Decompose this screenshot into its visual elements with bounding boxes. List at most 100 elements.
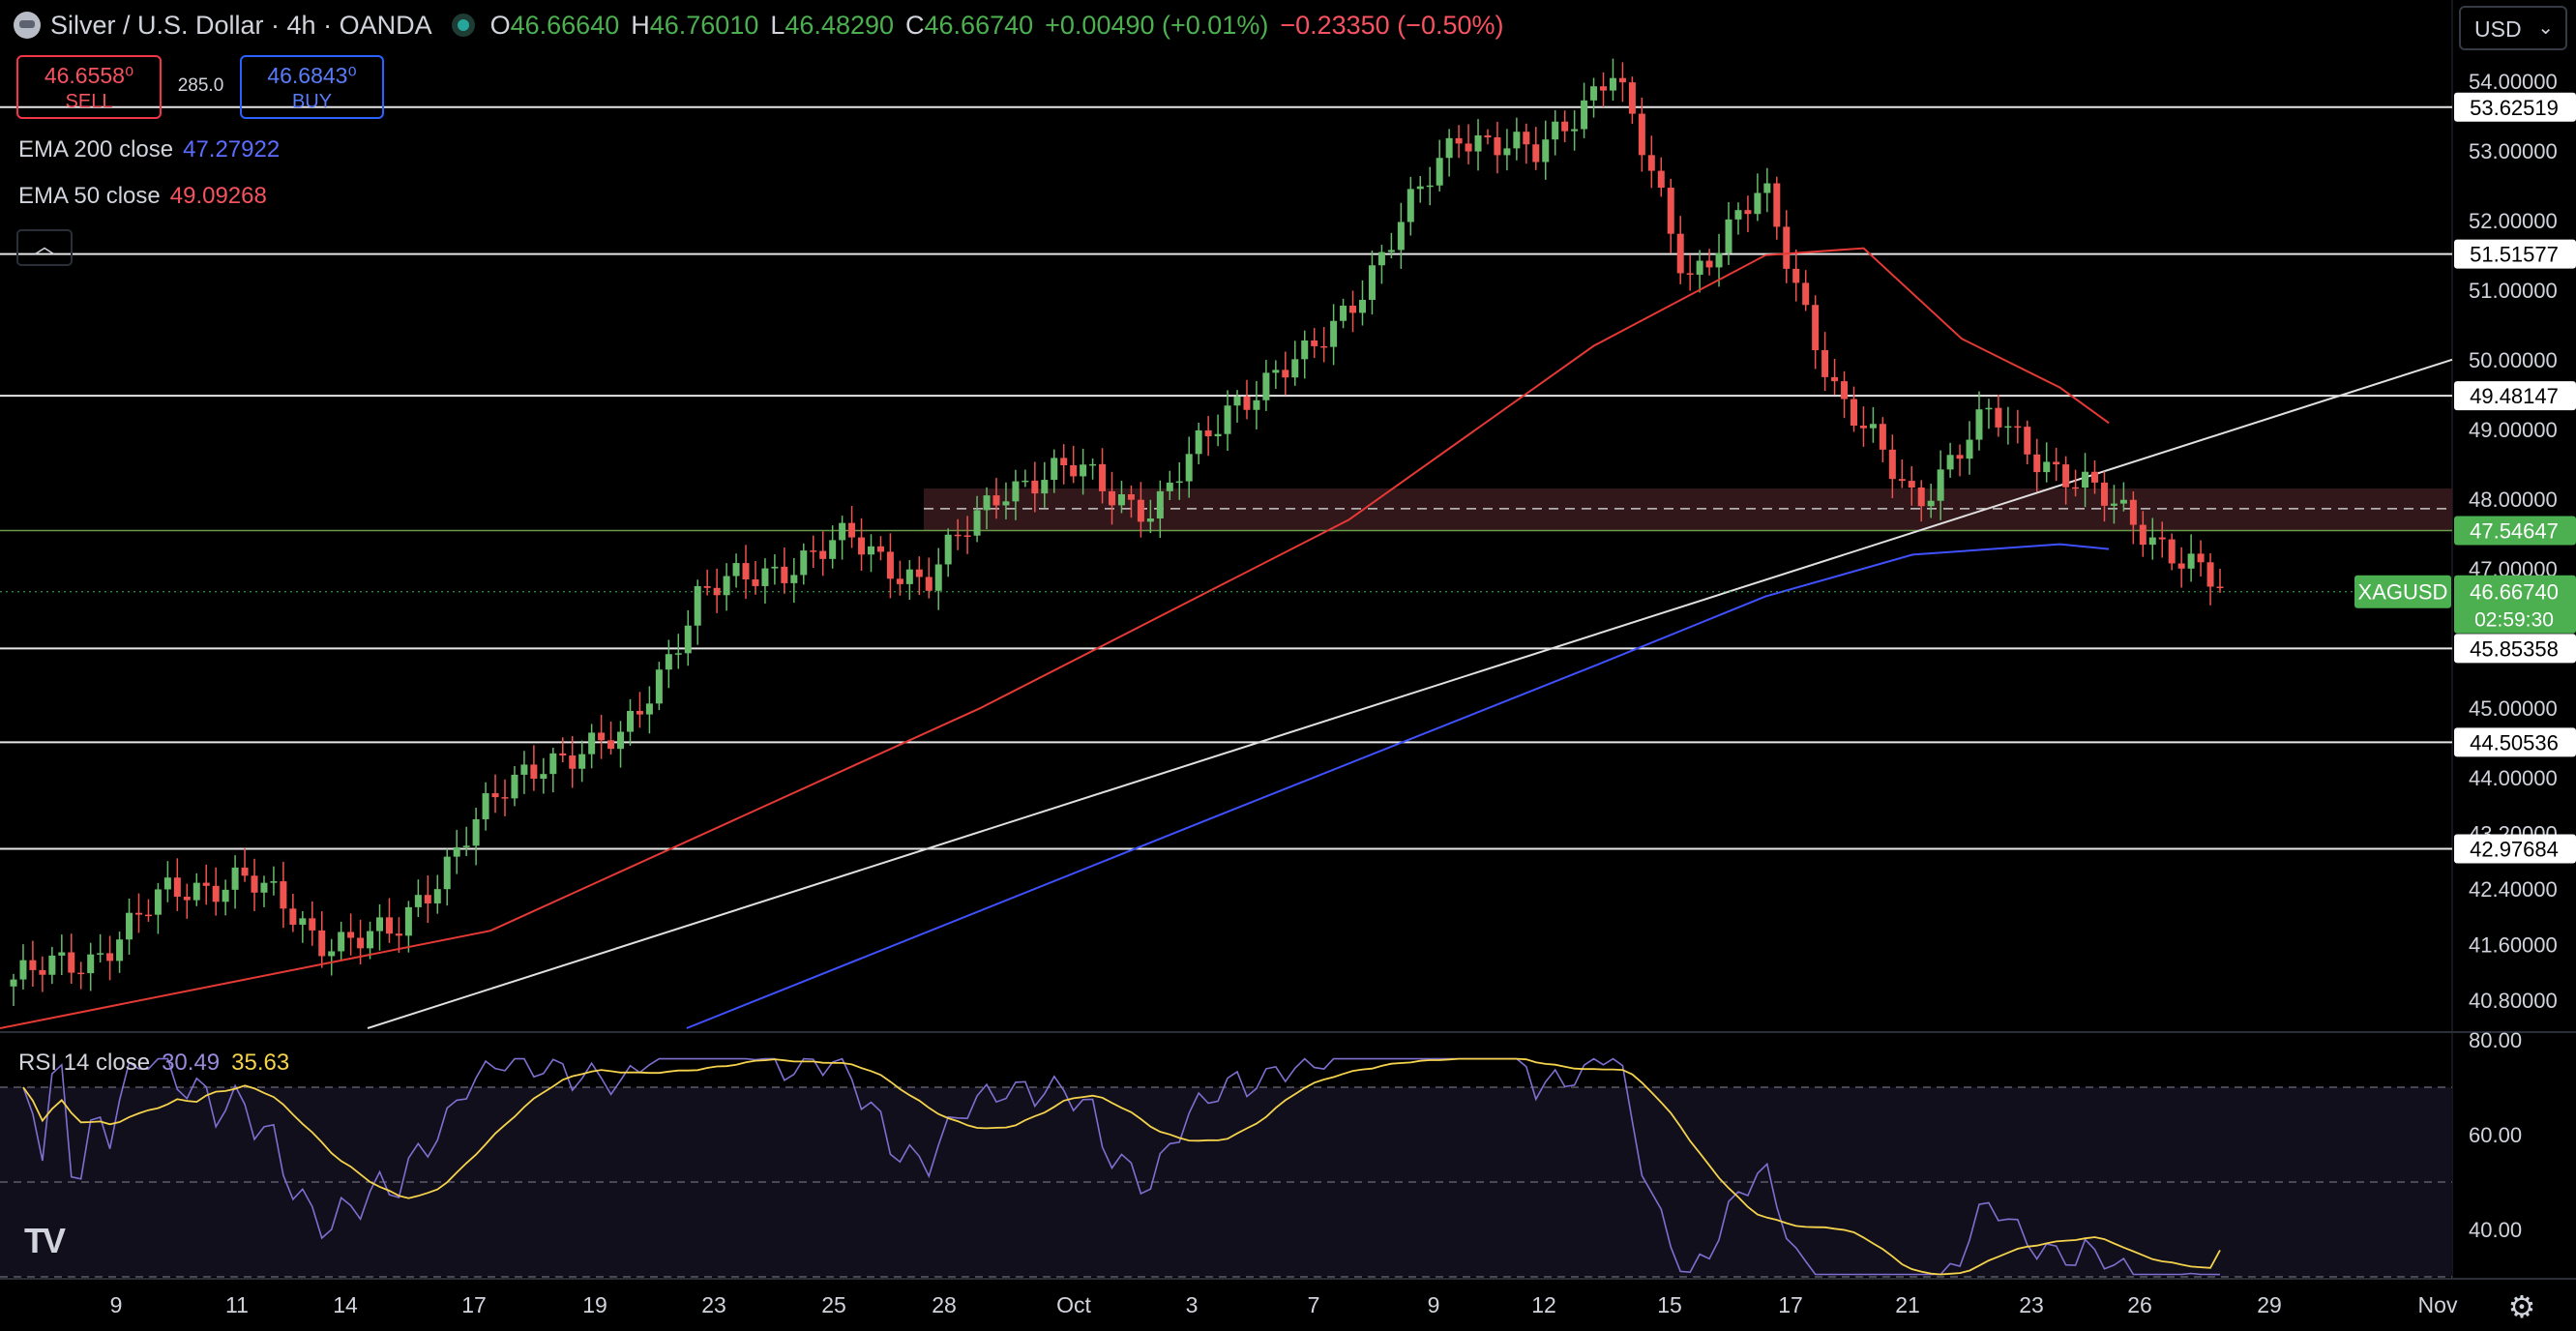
candle-body <box>1850 399 1857 427</box>
price-tick-label: 54.00000 <box>2469 70 2558 94</box>
ema50-line <box>0 247 2110 1029</box>
candle-body <box>1773 183 1781 227</box>
symbol-tag-label: XAGUSD <box>2358 580 2448 605</box>
candle-body <box>684 625 692 654</box>
price-tick-label: 42.40000 <box>2469 877 2558 902</box>
tradingview-logo[interactable]: TV <box>24 1221 66 1260</box>
candle-body <box>876 546 884 552</box>
candle-body <box>1763 183 1771 193</box>
candle-body <box>1523 132 1530 145</box>
level-tag-label: 45.85358 <box>2470 636 2559 661</box>
candle-body <box>154 889 162 915</box>
candle-body <box>896 578 903 584</box>
currency-select[interactable]: USD ⌄ <box>2459 6 2567 50</box>
candle-body <box>1109 490 1116 506</box>
candle-body <box>1436 158 1443 186</box>
candle-body <box>1224 405 1231 434</box>
rsi-tick-label: 80.00 <box>2469 1028 2522 1052</box>
price-tick-label: 44.00000 <box>2469 766 2558 790</box>
candle-body <box>2062 464 2070 488</box>
candle-body <box>2053 461 2060 465</box>
candle-body <box>433 889 441 903</box>
ema50-legend[interactable]: EMA 50 close 49.09268 <box>18 183 267 210</box>
candle-body <box>858 537 866 555</box>
candle-body <box>1792 268 1800 283</box>
candle-body <box>1831 376 1839 382</box>
sell-button[interactable]: 46.6558⁰ SELL <box>16 55 162 119</box>
candle-body <box>299 918 307 925</box>
candle-body <box>1956 455 1964 459</box>
rsi-legend[interactable]: RSI 14 close 30.49 35.63 <box>18 1050 289 1077</box>
rsi-tick-label: 40.00 <box>2469 1218 2522 1242</box>
level-tag-label: 51.51577 <box>2470 243 2559 267</box>
candle-body <box>1311 340 1318 346</box>
candle-body <box>1937 469 1944 501</box>
candle-body <box>1494 136 1501 156</box>
candle-body <box>1715 252 1723 268</box>
time-tick-label: Oct <box>1056 1292 1091 1317</box>
rsi-label: RSI 14 close <box>18 1050 151 1076</box>
candle-body <box>761 568 769 586</box>
candle-body <box>328 951 336 957</box>
time-tick-label: 14 <box>333 1292 358 1317</box>
candle-body <box>2139 524 2147 546</box>
candle-body <box>905 569 913 584</box>
candle-body <box>1869 424 1877 429</box>
candle-body <box>1301 340 1309 360</box>
change-value-2: −0.23350 (−0.50%) <box>1280 10 1504 40</box>
candle-body <box>10 979 17 987</box>
candle-body <box>1185 454 1193 482</box>
candle-body <box>934 564 942 591</box>
candle-body <box>1272 370 1280 373</box>
candle-body <box>1946 455 1954 470</box>
candle-body <box>1898 479 1906 482</box>
candle-body <box>241 867 249 876</box>
candle-body <box>77 972 85 975</box>
candle-body <box>1060 458 1068 466</box>
candle-body <box>1368 265 1376 301</box>
candle-body <box>578 754 586 769</box>
candle-body <box>781 566 788 583</box>
collapse-legend-button[interactable]: ︿ <box>16 229 73 266</box>
candle-body <box>1917 488 1925 507</box>
candle-body <box>2110 503 2117 506</box>
market-status-icon[interactable] <box>451 14 475 37</box>
candle-body <box>1474 134 1482 152</box>
candle-body <box>2177 563 2185 569</box>
candle-body <box>2158 537 2166 540</box>
candle-body <box>771 566 779 569</box>
candle-body <box>1581 100 1588 130</box>
level-tag <box>2454 634 2576 664</box>
candle-body <box>617 731 625 750</box>
candle-body <box>270 881 278 883</box>
candle-body <box>1099 463 1107 491</box>
candle-body <box>1484 134 1492 137</box>
candle-body <box>289 908 297 925</box>
candle-body <box>713 587 721 596</box>
candle-body <box>569 755 577 769</box>
candle-body <box>347 932 355 938</box>
sell-price: 46.6558⁰ <box>44 63 134 88</box>
candle-body <box>491 793 499 798</box>
candle-body <box>1676 233 1684 274</box>
gear-icon[interactable]: ⚙ <box>2507 1289 2536 1324</box>
candle-body <box>1561 121 1569 132</box>
candle-body <box>126 912 133 940</box>
price-tick-label: 40.80000 <box>2469 989 2558 1013</box>
price-tick-label: 41.60000 <box>2469 933 2558 958</box>
sell-label: SELL <box>65 91 113 112</box>
candle-body <box>992 495 1000 506</box>
candle-body <box>1080 464 1087 477</box>
candle-body <box>703 585 711 588</box>
candle-body <box>453 846 460 857</box>
candle-body <box>829 540 837 559</box>
candle-body <box>848 522 856 538</box>
buy-button[interactable]: 46.6843⁰ BUY <box>240 55 384 119</box>
candle-body <box>309 918 316 931</box>
candle-body <box>1465 143 1472 152</box>
candle-body <box>1175 481 1183 484</box>
ema200-legend[interactable]: EMA 200 close 47.27922 <box>18 136 280 163</box>
candle-body <box>1686 273 1694 276</box>
candle-body <box>2100 482 2108 506</box>
